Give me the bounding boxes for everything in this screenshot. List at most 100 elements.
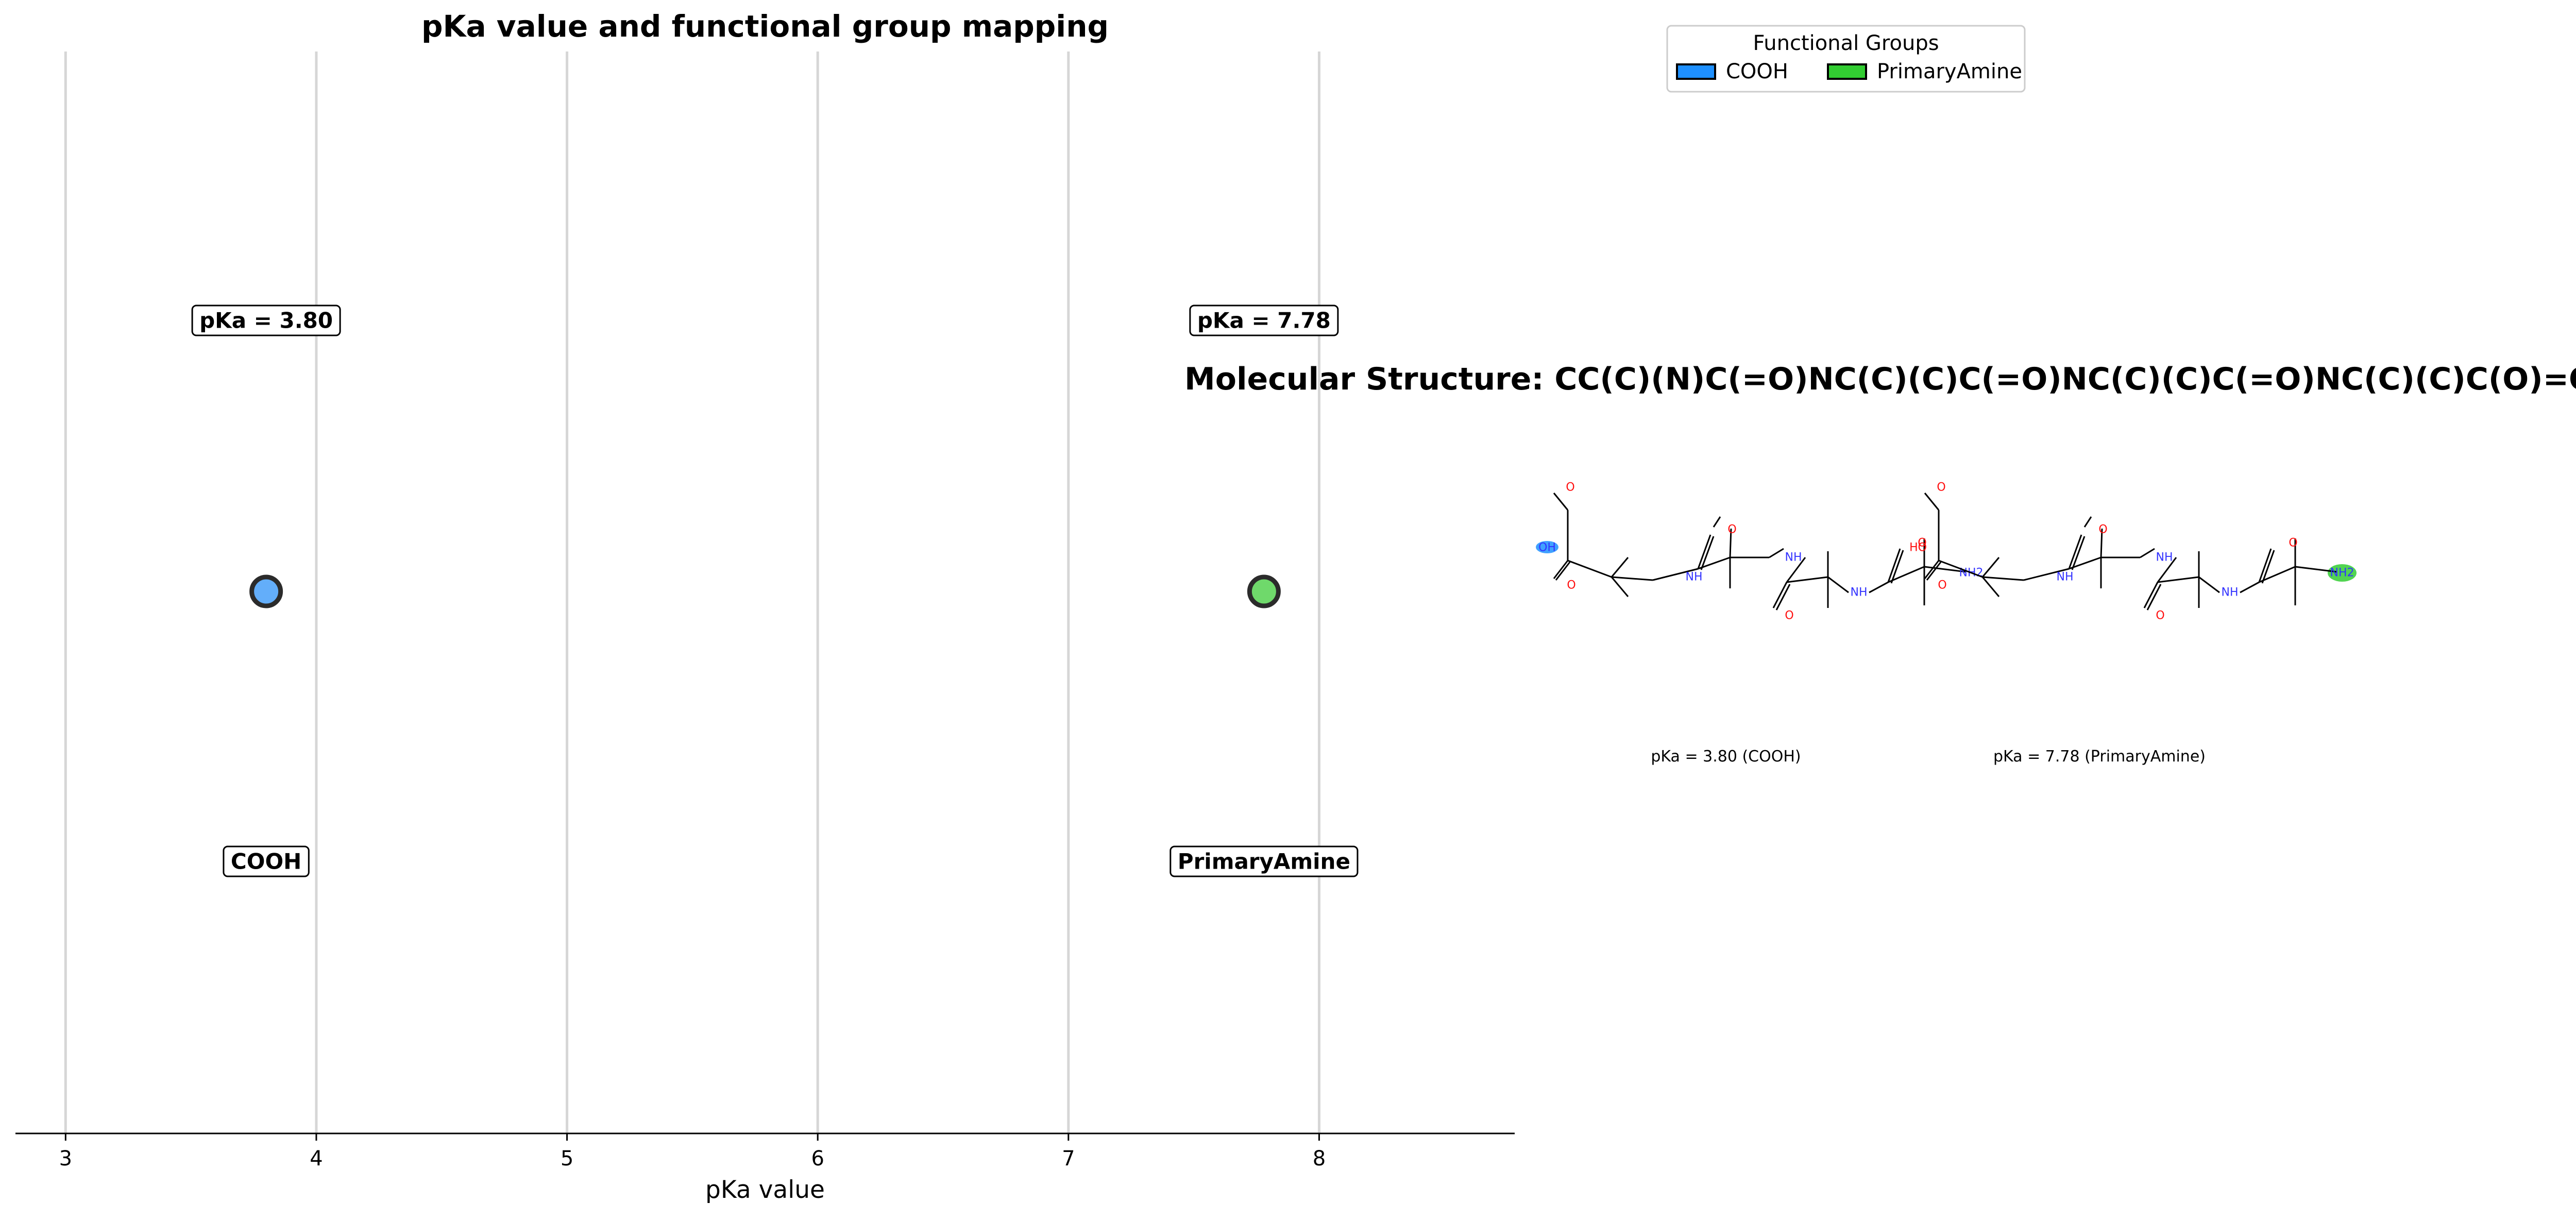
bond [1924,493,1940,511]
bond [1772,582,1788,608]
chart-title: pKa value and functional group mapping [421,9,1109,44]
molecule-atoms: O O O O O NH NH NH HO NH2 [1909,481,2354,622]
molecule-panel: O O O O O NH NH NH HO NH2 pKa = 7.78 (PrimaryAmine… [1909,481,2357,766]
bond [2157,557,2177,583]
bond [1555,562,1571,581]
x-gridlines [64,52,1320,1133]
bond [1611,576,1653,581]
x-tick-label: 4 [310,1147,323,1171]
bond [1981,557,2000,578]
molecule-panel: OOOOONHNHNHOHNH2pKa = 3.80 (COOH) [1536,481,1984,766]
bond [1652,568,1699,581]
x-tick-label: 3 [59,1147,72,1171]
pka-value-label: pKa = 3.80 [199,308,333,333]
bond [2140,548,2155,558]
oxygen-atom: O [2156,609,2164,622]
bond [1887,548,1901,583]
acid-highlight [1536,541,1558,553]
pka-value-label-frame [1189,304,1339,336]
bond [2069,556,2102,570]
bond [1567,560,1612,578]
data-points: pKa = 3.80 COOH pKa = 7.78 PrimaryAmine [191,304,1359,877]
molecule-panels: O O O O O NH NH NH OH NH2 pKa = 3.80 (COOH) O O O O O NH… [1536,481,2357,766]
molecule-section: Molecular Structure: CC(C)(N)C(=O)NC(C)(… [1184,361,2576,766]
group-label-frame [1170,845,1359,877]
molecule-atoms: OOOOONHNHNHOHNH2 [1538,481,1983,622]
bond [1924,560,1940,579]
bond [1713,516,1721,528]
bond [2023,568,2070,581]
bond [1769,548,1784,558]
bond [2071,536,2086,570]
nh-atom: NH [1851,586,1868,599]
oxygen-atom: O [2098,523,2107,536]
point-COOH: pKa = 3.80 COOH [191,304,341,877]
amine-end-atom: NH2 [2330,567,2354,580]
bond [2100,528,2103,558]
oxygen-atom: O [1938,579,1946,592]
bond [2295,566,2337,573]
bond [2198,576,2220,594]
legend-frame [1666,25,2026,93]
bond [1938,560,1983,578]
bond [2146,584,2162,611]
molecule-title: Molecular Structure: CC(C)(N)C(=O)NC(C)(… [1184,361,2576,397]
legend-items: COOH PrimaryAmine [1676,60,2022,83]
bond [1697,534,1711,569]
nh-atom: NH [1785,551,1802,564]
bond [1700,536,1715,570]
bond [1553,493,1569,511]
data-point [1247,574,1281,608]
bond [2068,534,2082,569]
legend-label: PrimaryAmine [1877,60,2022,83]
legend: Functional Groups COOH PrimaryAmine [1666,25,2026,93]
legend-swatch [1676,63,1716,80]
bond [1869,581,1889,594]
pka-value-label-box: pKa = 3.80 [191,304,341,336]
group-label-box: COOH [223,845,310,877]
bond [2083,516,2092,528]
pka-value-label-box: pKa = 7.78 [1189,304,1339,336]
x-axis-ticks: 3 4 5 6 7 8 [59,1133,1326,1171]
bond [2240,581,2260,594]
nh-atom: NH [2156,551,2173,564]
data-point [249,574,283,608]
pka-value-label-frame [191,304,341,336]
acid-end-atom: OH [1538,541,1556,554]
nh-atom: NH [1686,571,1703,584]
oxygen-atom: O [2289,537,2297,550]
bond [1786,576,1828,583]
bond [1827,576,1849,594]
bond [1890,550,1904,584]
bond [1698,556,1731,570]
bond [2259,566,2296,583]
acid-end-atom: HO [1909,541,1927,554]
bond [1553,560,1569,579]
group-label-frame [223,845,310,877]
bond [2258,548,2272,583]
bond [1729,528,1732,558]
bond [1786,557,1806,583]
pka-value-label: pKa = 7.78 [1197,308,1331,333]
bond [2261,550,2275,584]
bond [1775,584,1791,611]
group-label: PrimaryAmine [1178,849,1350,874]
bond [1888,566,1925,583]
bond [2143,582,2159,608]
oxygen-atom: O [1785,609,1793,622]
x-tick-label: 6 [811,1147,824,1171]
bond [1982,576,2024,581]
x-tick-label: 5 [561,1147,573,1171]
oxygen-atom: O [1566,481,1574,494]
amine-highlight [2328,564,2357,582]
pka-chart: pKa value and functional group mapping 3… [15,9,1515,1204]
nh-atom: NH [2222,586,2239,599]
bond [1924,566,1967,573]
oxygen-atom: O [1918,537,1926,550]
x-tick-label: 7 [1062,1147,1075,1171]
bond [1611,577,1629,597]
bond [1926,562,1942,581]
oxygen-atom: O [1727,523,1736,536]
